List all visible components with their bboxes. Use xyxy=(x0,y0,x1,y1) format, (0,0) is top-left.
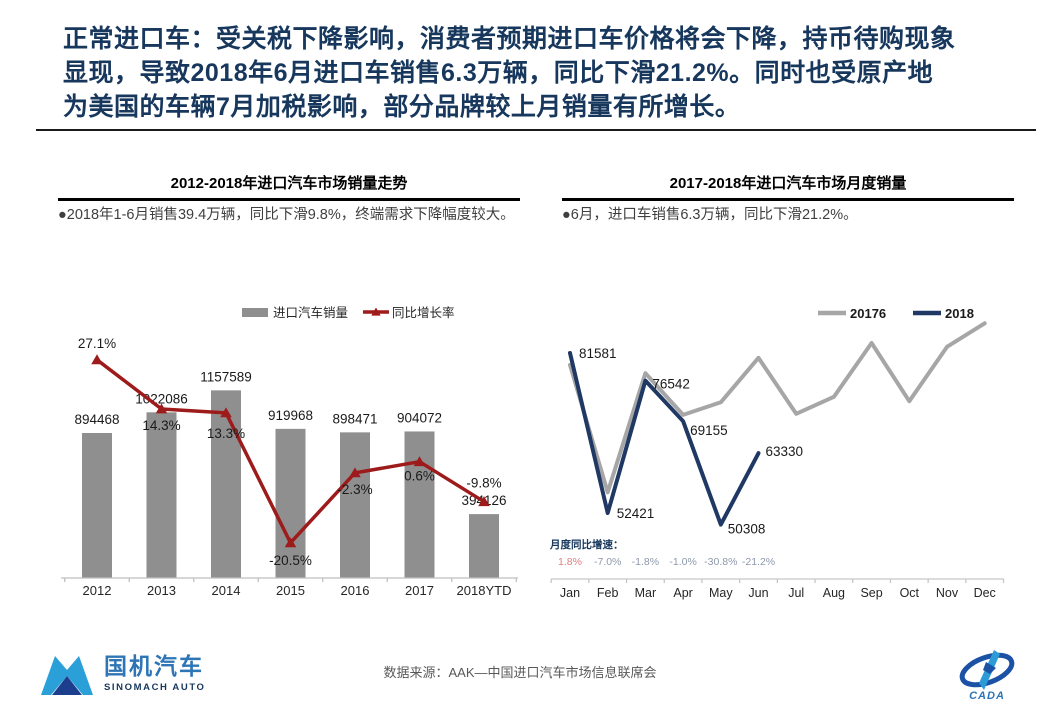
title-divider xyxy=(36,129,1036,131)
legend: 20176 2018 xyxy=(818,306,974,321)
legend-swatch-sales xyxy=(242,308,268,317)
yoy-marker-2013 xyxy=(155,403,168,414)
legend-label-2017: 20176 xyxy=(850,306,886,321)
title-line-3: 为美国的车辆7月加税影响，部分品牌较上月销量有所增长。 xyxy=(63,93,741,121)
yoy-label-2018YTD: -9.8% xyxy=(466,476,501,491)
sinomach-logo-cn: 国机汽车 xyxy=(104,652,204,679)
legend-label-yoy: 同比增长率 xyxy=(392,305,455,320)
title-line-2: 显现，导致2018年6月进口车销售6.3万辆，同比下滑21.2%。同时也受原产地 xyxy=(63,59,934,87)
x-label-Jun: Jun xyxy=(748,586,768,600)
growth-value-Mar: -1.8% xyxy=(632,556,659,568)
value-label-2018-Jun: 63330 xyxy=(766,444,804,459)
x-label-Feb: Feb xyxy=(597,586,619,600)
growth-value-Apr: -1.0% xyxy=(669,556,696,568)
value-label-2018-May: 50308 xyxy=(728,522,766,537)
x-label-2018YTD: 2018YTD xyxy=(457,583,512,598)
x-label-2013: 2013 xyxy=(147,583,176,598)
growth-value-Feb: -7.0% xyxy=(594,556,621,568)
left-section-underline xyxy=(58,198,520,201)
bar-2013 xyxy=(146,412,177,578)
yoy-label-2013: 14.3% xyxy=(142,418,180,433)
x-label-2014: 2014 xyxy=(212,583,241,598)
monthly-growth-row: 月度同比增速： 1.8% -7.0% -1.8% -1.0% -30.8% -21.2% xyxy=(549,538,775,568)
value-label-2018-Apr: 69155 xyxy=(690,423,728,438)
left-section-title: 2012-2018年进口汽车市场销量走势 xyxy=(170,175,408,192)
growth-value-May: -30.8% xyxy=(704,556,737,568)
bar-2015 xyxy=(275,428,306,578)
x-label-May: May xyxy=(709,586,733,600)
x-label-2017: 2017 xyxy=(405,583,434,598)
bars: 8944681022086115758991996889847190407239… xyxy=(74,369,507,578)
legend-label-sales: 进口汽车销量 xyxy=(273,305,348,320)
x-label-Nov: Nov xyxy=(936,586,959,600)
x-label-2015: 2015 xyxy=(276,583,305,598)
growth-value-Jun: -21.2% xyxy=(742,556,775,568)
bar-value-2013: 1022086 xyxy=(135,391,188,406)
yoy-label-2017: 0.6% xyxy=(404,469,435,484)
cada-logo-label: CADA xyxy=(969,690,1005,702)
sinomach-mountain-icon xyxy=(41,656,93,695)
yoy-label-2012: 27.1% xyxy=(78,336,116,351)
series-line-2018 xyxy=(568,351,761,527)
x-label-Dec: Dec xyxy=(974,586,996,600)
x-label-Mar: Mar xyxy=(635,586,657,600)
line-chart-monthly-sales: 20176 2018 81581 52421 76542 69155 50308 63330 月… xyxy=(549,306,1005,600)
right-section-underline xyxy=(562,198,1014,201)
cada-logo: CADA xyxy=(956,648,1018,702)
legend-label-2018: 2018 xyxy=(945,306,974,321)
yoy-label-2014: 13.3% xyxy=(207,426,245,441)
legend-marker-yoy xyxy=(371,307,381,316)
data-source-note: 数据来源：AAK—中国进口汽车市场信息联席会 xyxy=(383,665,657,680)
x-label-Sep: Sep xyxy=(860,586,882,600)
sinomach-logo: 国机汽车 SINOMACH AUTO xyxy=(40,650,206,697)
yoy-marker-2016 xyxy=(349,467,361,478)
value-label-2018-Mar: 76542 xyxy=(652,377,690,392)
growth-value-Jan: 1.8% xyxy=(558,556,582,568)
bar-value-2012: 894468 xyxy=(74,412,119,427)
yoy-marker-2015 xyxy=(284,537,297,548)
sinomach-logo-en: SINOMACH AUTO xyxy=(104,681,206,693)
x-label-Jan: Jan xyxy=(560,586,580,600)
left-section-bullet: ●2018年1-6月销售39.4万辆，同比下滑9.8%，终端需求下降幅度较大。 xyxy=(58,207,515,223)
bar-value-2017: 904072 xyxy=(397,410,442,425)
bar-value-2014: 1157589 xyxy=(200,369,252,384)
title-line-1: 正常进口车：受关税下降影响，消费者预期进口车价格将会下降，持币待购现象 xyxy=(63,25,956,53)
yoy-marker-2014 xyxy=(220,407,232,418)
bar-line-chart-annual-sales: 进口汽车销量 同比增长率 894468 1022086 1157589 919968 898… xyxy=(61,305,518,598)
cada-swoosh-icon xyxy=(959,650,1015,690)
slide-title: 正常进口车：受关税下降影响，消费者预期进口车价格将会下降，持币待购现象 显现，导… xyxy=(63,22,1013,124)
x-axis: Jan Feb Mar Apr May Jun Jul Aug Sep Oct Nov Dec xyxy=(550,578,1005,600)
bar-2018YTD xyxy=(469,514,499,578)
x-label-2016: 2016 xyxy=(341,583,370,598)
yoy-growth-line: 27.1% 14.3% 13.3% -20.5% -2.3% 0.6% -9.8% xyxy=(78,336,502,568)
yoy-marker-2017 xyxy=(413,456,426,467)
bar-value-2015: 919968 xyxy=(268,408,313,423)
yoy-label-2015: -20.5% xyxy=(269,553,312,568)
x-label-Jul: Jul xyxy=(788,586,804,600)
yoy-marker-2018YTD xyxy=(478,496,490,507)
value-label-2018-Jan: 81581 xyxy=(579,346,617,361)
x-label-Aug: Aug xyxy=(823,586,845,600)
bar-2017 xyxy=(404,431,435,578)
x-axis: 2012 2013 2014 2015 2016 2017 2018YTD xyxy=(61,577,518,598)
bar-2016 xyxy=(340,432,370,578)
bar-value-2016: 898471 xyxy=(332,411,377,426)
x-label-Apr: Apr xyxy=(673,586,692,600)
value-label-2018-Feb: 52421 xyxy=(617,506,655,521)
yoy-label-2016: -2.3% xyxy=(337,482,372,497)
series-line-2017 xyxy=(568,321,987,495)
growth-row-label: 月度同比增速： xyxy=(549,538,624,551)
right-section-bullet: ●6月，进口车销售6.3万辆，同比下滑21.2%。 xyxy=(562,207,858,223)
bar-2014 xyxy=(211,390,241,578)
right-section-title: 2017-2018年进口汽车市场月度销量 xyxy=(669,175,907,192)
x-label-Oct: Oct xyxy=(900,586,920,600)
legend: 进口汽车销量 同比增长率 xyxy=(242,305,455,320)
yoy-marker-2012 xyxy=(91,354,103,365)
x-label-2012: 2012 xyxy=(83,583,112,598)
bar-2012 xyxy=(82,433,112,578)
